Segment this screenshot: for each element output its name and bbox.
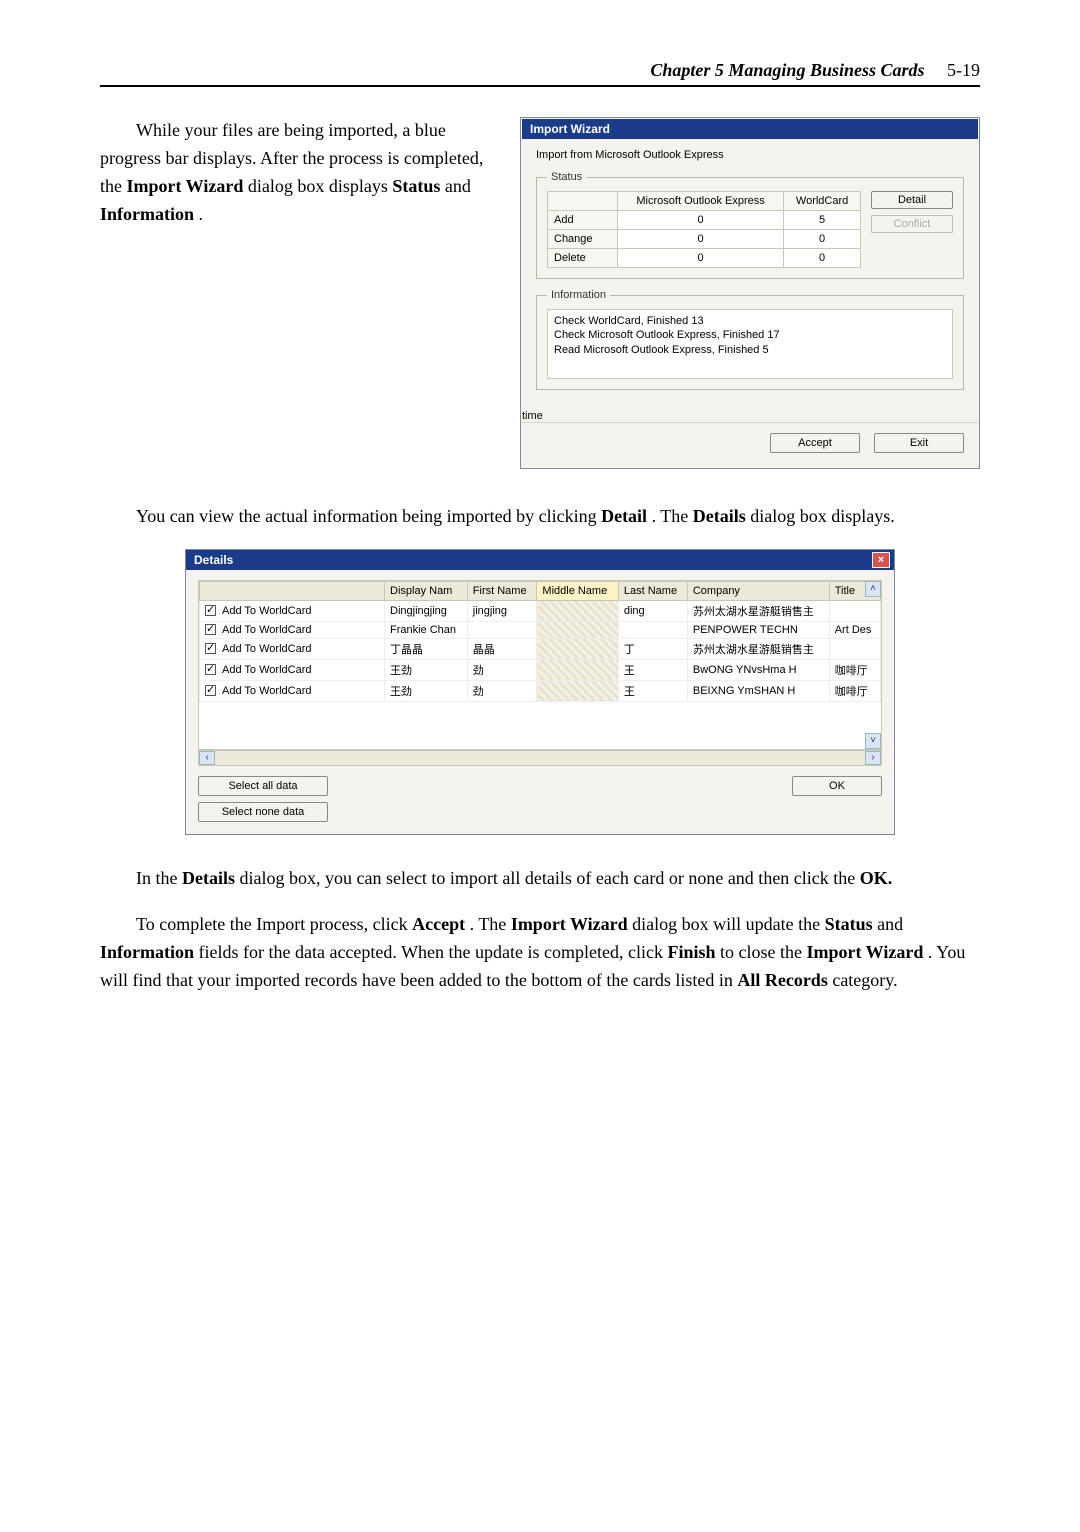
status-table: Microsoft Outlook Express WorldCard Add0… (547, 191, 861, 268)
scroll-right-icon[interactable]: › (865, 751, 881, 765)
checkbox-icon[interactable] (205, 664, 216, 675)
scroll-down-icon[interactable]: ˅ (865, 733, 881, 749)
paragraph-3: In the Details dialog box, you can selec… (100, 865, 980, 893)
conflict-button: Conflict (871, 215, 953, 233)
paragraph-4: To complete the Import process, click Ac… (100, 911, 980, 995)
table-row[interactable]: Add To WorldCard王劲劲王BwONG YNvsHma H咖啡厅 (200, 659, 881, 680)
detail-button[interactable]: Detail (871, 191, 953, 209)
status-fieldset: Status Microsoft Outlook Express WorldCa… (536, 171, 964, 279)
wizard-subtitle: Import from Microsoft Outlook Express (536, 149, 964, 161)
select-all-button[interactable]: Select all data (198, 776, 328, 796)
wizard-titlebar: Import Wizard (522, 119, 978, 139)
paragraph-2: You can view the actual information bein… (100, 503, 980, 531)
close-icon[interactable]: × (872, 552, 890, 568)
checkbox-icon[interactable] (205, 685, 216, 696)
exit-button[interactable]: Exit (874, 433, 964, 453)
page-number: 5-19 (947, 60, 980, 80)
ok-button[interactable]: OK (792, 776, 882, 796)
checkbox-icon[interactable] (205, 643, 216, 654)
intro-paragraph: While your files are being imported, a b… (100, 117, 500, 469)
checkbox-icon[interactable] (205, 624, 216, 635)
details-title: Details (194, 553, 233, 567)
import-wizard-dialog: Import Wizard Import from Microsoft Outl… (520, 117, 980, 469)
scroll-up-icon[interactable]: ˄ (865, 581, 881, 597)
table-row[interactable]: Add To WorldCard丁晶晶晶晶丁苏州太湖水星游艇销售主 (200, 638, 881, 659)
information-legend: Information (547, 289, 610, 301)
table-row[interactable]: Add To WorldCardFrankie ChanPENPOWER TEC… (200, 621, 881, 638)
scroll-left-icon[interactable]: ‹ (199, 751, 215, 765)
chapter-title: Chapter 5 Managing Business Cards (650, 60, 924, 80)
information-box: Check WorldCard, Finished 13 Check Micro… (547, 309, 953, 379)
details-table-wrap: Display Nam First Name Middle Name Last … (198, 580, 882, 750)
accept-button[interactable]: Accept (770, 433, 860, 453)
details-dialog: Details × Display Nam First Name Middle … (185, 549, 895, 835)
page-header: Chapter 5 Managing Business Cards 5-19 (100, 60, 980, 87)
checkbox-icon[interactable] (205, 605, 216, 616)
information-fieldset: Information Check WorldCard, Finished 13… (536, 289, 964, 390)
select-none-button[interactable]: Select none data (198, 802, 328, 822)
horizontal-scrollbar[interactable]: ‹ › (198, 750, 882, 766)
details-table: Display Nam First Name Middle Name Last … (199, 581, 881, 702)
status-legend: Status (547, 171, 586, 183)
table-row[interactable]: Add To WorldCardDingjingjingjingjingding… (200, 600, 881, 621)
table-row[interactable]: Add To WorldCard王劲劲王BEIXNG YmSHAN H咖啡厅 (200, 680, 881, 701)
